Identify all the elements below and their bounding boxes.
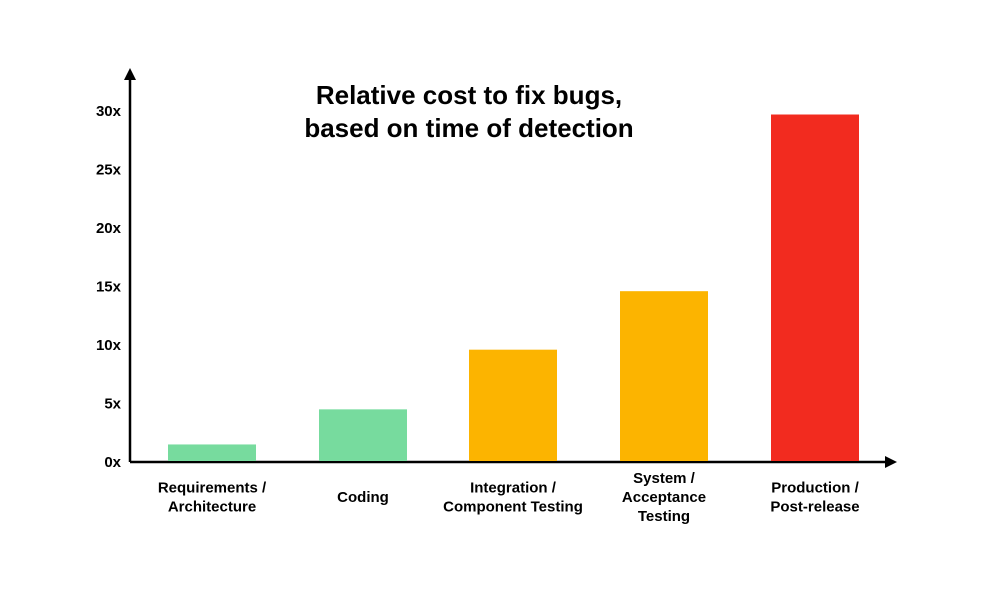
y-tick-label: 30x [96,103,122,120]
x-category-label: Architecture [168,499,256,516]
chart-title-line: based on time of detection [304,113,633,143]
x-category-label: Coding [337,489,389,506]
y-tick-label: 5x [104,396,121,413]
bar [771,114,859,461]
x-category-label: Testing [638,508,690,525]
y-tick-label: 20x [96,220,122,237]
x-category-label: Production / [771,480,859,497]
bar [168,444,256,461]
bar [319,409,407,461]
x-category-label: Integration / [470,480,557,497]
y-tick-label: 10x [96,337,122,354]
y-axis-ticks: 0x 5x 10x 15x 20x 25x 30x [96,103,122,471]
x-category-label: System / [633,470,696,487]
y-tick-label: 25x [96,162,122,179]
x-category-label: Post-release [770,499,859,516]
chart-title-line: Relative cost to fix bugs, [316,80,622,110]
y-axis-arrow [124,68,136,80]
chart-title: Relative cost to fix bugs,based on time … [304,80,633,143]
x-axis-category-labels: Requirements / Architecture Coding Integrat… [158,470,860,525]
x-axis-arrow [885,456,897,468]
x-category-label: Component Testing [443,499,583,516]
bar [620,291,708,461]
x-category-label: Acceptance [622,489,706,506]
y-tick-label: 15x [96,279,122,296]
bar [469,349,557,461]
x-category-label: Requirements / [158,480,267,497]
y-tick-label: 0x [104,454,121,471]
chart-axes [124,68,897,468]
bars [168,114,859,461]
